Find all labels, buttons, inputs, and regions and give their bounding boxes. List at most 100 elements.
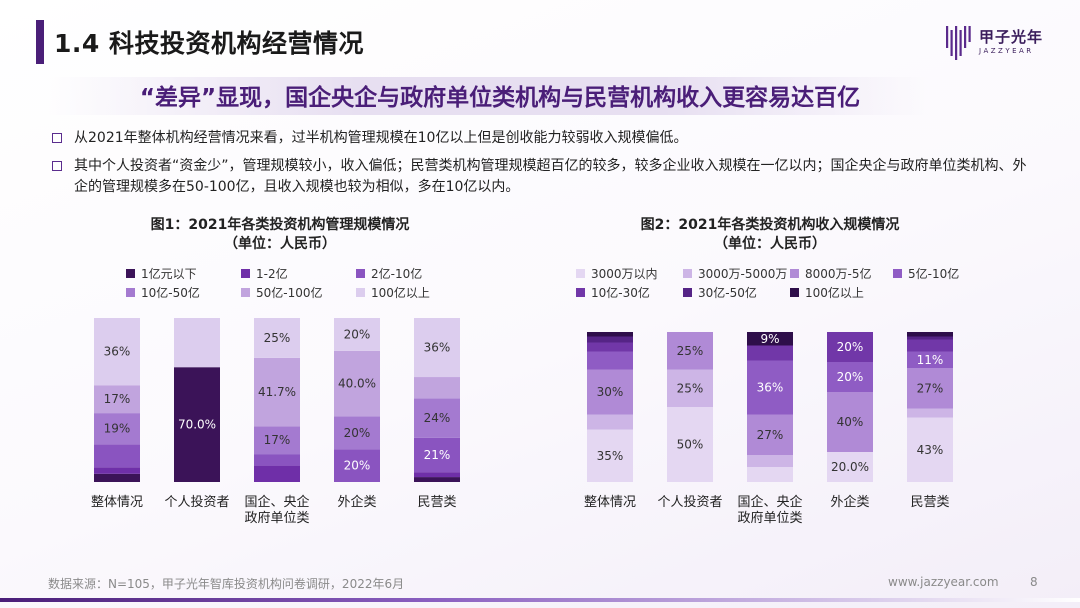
chart2-plot: 35% 30% 整体情况 50% 25% 25% 个人投资者 27% 36% 9% 国企、央企政府单… [584, 332, 953, 526]
legend-label: 100亿以上 [805, 286, 864, 300]
bar-segment [587, 369, 633, 415]
bar-segment [334, 449, 380, 482]
chart1-title-block: 图1：2021年各类投资机构管理规模情况 （单位：人民币） [110, 216, 450, 254]
data-label: 25% [677, 344, 704, 358]
title-accent-bar [36, 20, 44, 64]
legend-label: 1-2亿 [256, 267, 288, 281]
legend-swatch [241, 288, 250, 297]
data-label: 17% [104, 392, 131, 406]
legend-swatch [790, 288, 799, 297]
bar-segment [414, 377, 460, 399]
legend-item: 100亿以上 [790, 285, 864, 301]
bullet-box-icon [52, 161, 62, 171]
data-label: 27% [917, 381, 944, 395]
bar-segment [747, 455, 793, 467]
data-label: 30% [597, 385, 624, 399]
bar-segment [827, 452, 873, 482]
legend-label: 5亿-10亿 [908, 267, 960, 281]
bar-segment [587, 429, 633, 482]
data-label: 36% [757, 381, 784, 395]
page-number: 8 [1030, 575, 1038, 589]
data-label: 43% [917, 443, 944, 457]
legend-item: 10亿-50亿 [126, 285, 200, 301]
chart1-title: 图1：2021年各类投资机构管理规模情况 [150, 217, 410, 233]
bar-segment [254, 357, 300, 427]
bullet-item: 从2021年整体机构经营情况来看，过半机构管理规模在10亿以上但是创收能力较弱收… [52, 128, 1012, 150]
bar-segment [94, 413, 140, 445]
bar-segment [254, 426, 300, 455]
data-label: 40% [837, 415, 864, 429]
bar-segment [907, 368, 953, 409]
legend-label: 1亿元以下 [141, 267, 197, 281]
legend-swatch [683, 288, 692, 297]
data-label: 36% [424, 341, 451, 355]
logo-text-cn: 甲子光年 [979, 28, 1044, 46]
data-label: 27% [757, 428, 784, 442]
data-label: 20% [344, 426, 371, 440]
bar-segment [94, 467, 140, 474]
legend-label: 3000万-5000万 [698, 267, 788, 281]
data-source-note: 数据来源：N=105，甲子光年智库投资机构问卷调研，2022年6月 [48, 577, 405, 591]
bar-segment [334, 350, 380, 417]
bullet-item: 其中个人投资者“资金少”，管理规模较小，收入偏低；民营类机构管理规模超百亿的较多… [52, 156, 1032, 200]
legend-item: 8000万-5亿 [790, 266, 872, 282]
bar-segment [94, 385, 140, 414]
legend-label: 30亿-50亿 [698, 286, 757, 300]
category-label: 外企类 [830, 494, 869, 510]
legend-label: 2亿-10亿 [371, 267, 423, 281]
data-label: 25% [677, 381, 704, 395]
category-label: 国企、央企 [244, 494, 309, 510]
data-label: 41.7% [258, 385, 296, 399]
bar-segment [587, 342, 633, 352]
legend-swatch [356, 288, 365, 297]
chart1-plot: 19% 17% 36% 整体情况 70.0% 个人投资者 17% 41.7% 25% 国企、央企政… [91, 318, 460, 526]
bar-segment [667, 407, 713, 482]
bar-segment [667, 369, 713, 407]
category-label: 外企类 [337, 494, 376, 510]
data-label: 20% [344, 459, 371, 473]
bar-segment [587, 332, 633, 337]
data-label: 20% [837, 340, 864, 354]
data-label: 11% [917, 353, 944, 367]
legend-item: 30亿-50亿 [683, 285, 757, 301]
bar-segment [747, 360, 793, 415]
bar-segment [254, 465, 300, 482]
legend-swatch [241, 269, 250, 278]
category-label: 个人投资者 [164, 494, 229, 510]
bar-segment [174, 367, 220, 482]
legend-item: 1亿元以下 [126, 266, 197, 282]
category-label: 政府单位类 [244, 511, 309, 526]
bar-segment [587, 351, 633, 370]
bar-segment [747, 345, 793, 361]
bullet-text: 从2021年整体机构经营情况来看，过半机构管理规模在10亿以上但是创收能力较弱收… [74, 130, 688, 146]
data-label: 70.0% [178, 418, 216, 432]
bar-segment [334, 318, 380, 351]
data-label: 20% [344, 327, 371, 341]
chart2-title: 图2：2021年各类投资机构收入规模情况 [640, 217, 900, 233]
bar-segment [414, 318, 460, 378]
footer-accent-line [0, 598, 1080, 602]
legend-item: 2亿-10亿 [356, 266, 422, 282]
bar-segment [747, 414, 793, 455]
bar-segment [747, 467, 793, 482]
bar-segment [587, 414, 633, 430]
legend-label: 3000万以内 [591, 267, 658, 281]
legend-swatch [576, 269, 585, 278]
legend-item: 10亿-30亿 [576, 285, 650, 301]
bullet-text: 其中个人投资者“资金少”，管理规模较小，收入偏低；民营类机构管理规模超百亿的较多… [74, 158, 1027, 195]
category-label: 民营类 [417, 495, 456, 510]
category-label: 整体情况 [91, 495, 143, 510]
legend-swatch [356, 269, 365, 278]
bar-segment [94, 444, 140, 468]
data-label: 20% [837, 370, 864, 384]
data-label: 9% [760, 332, 779, 346]
data-label: 20.0% [831, 460, 869, 474]
legend-swatch [126, 269, 135, 278]
bar-segment [254, 454, 300, 466]
legend-swatch [893, 269, 902, 278]
bar-segment [907, 339, 953, 352]
category-label: 国企、央企 [737, 494, 802, 510]
legend-label: 10亿-30亿 [591, 286, 650, 300]
legend-swatch [126, 288, 135, 297]
category-label: 政府单位类 [737, 511, 802, 526]
